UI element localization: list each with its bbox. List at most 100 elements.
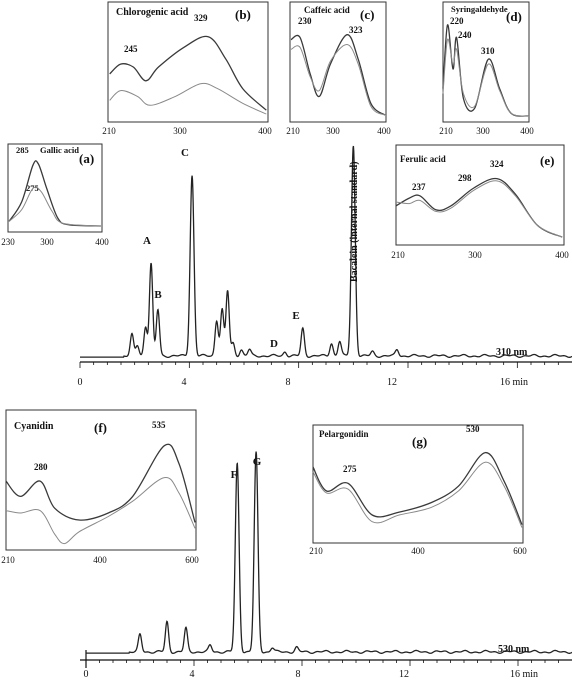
inset-d: Syringaldehyde (d) 220 240 310 210 300 4… — [439, 1, 534, 136]
inset-frame — [5, 409, 197, 551]
compound-name: Caffeic acid — [304, 5, 350, 15]
peak-value: 530 — [466, 424, 480, 434]
x-tick-label: 0 — [84, 669, 89, 680]
detector-label-530: 530 nm — [498, 644, 530, 655]
x-tick-label: 400 — [95, 237, 109, 247]
x-tick-label: 210 — [391, 250, 405, 260]
inset-e-spectrum-2 — [395, 180, 563, 238]
x-tick-label: 210 — [439, 126, 453, 136]
x-tick-label: 600 — [185, 555, 199, 565]
peak-value: 240 — [458, 30, 472, 40]
panel-label: (g) — [412, 434, 427, 449]
x-tick-label: 16 min — [500, 377, 528, 388]
x-tick-label: 600 — [513, 546, 527, 556]
x-ticks-530 — [85, 660, 559, 666]
x-tick-label: 16 min — [510, 669, 538, 680]
x-tick-label: 8 — [296, 669, 301, 680]
inset-b: Chlorogenic acid (b) 245 329 210 300 400 — [102, 1, 272, 136]
inset-c-spectrum-2 — [290, 44, 386, 116]
inset-g: Pelargonidin (g) 275 530 210 400 600 — [309, 424, 527, 556]
peak-value: 220 — [450, 16, 464, 26]
peak-value: 329 — [194, 13, 208, 23]
peak-label-F: F — [231, 469, 238, 481]
peak-value: 324 — [490, 159, 504, 169]
compound-name: Pelargonidin — [319, 429, 369, 439]
x-tick-label: 400 — [555, 250, 569, 260]
compound-name: Cyanidin — [14, 421, 54, 432]
peak-value: 310 — [481, 46, 495, 56]
inset-a: (a) Gallic acid 285 275 230 300 400 — [1, 143, 109, 247]
peak-value: 275 — [26, 183, 39, 193]
panel-label: (e) — [540, 153, 554, 168]
x-tick-label: 12 — [387, 377, 397, 388]
panel-label: (c) — [360, 7, 374, 22]
x-tick-label: 210 — [309, 546, 323, 556]
x-tick-label: 300 — [40, 237, 54, 247]
inset-f: Cyanidin (f) 280 535 210 400 600 — [1, 409, 199, 565]
x-tick-label: 400 — [411, 546, 425, 556]
trace-310 — [80, 145, 572, 359]
compound-name: Gallic acid — [40, 145, 79, 155]
inset-c: Caffeic acid (c) 230 323 210 300 400 — [286, 1, 391, 136]
inset-b-spectrum-1 — [109, 35, 267, 111]
panel-label: (d) — [506, 9, 522, 24]
compound-name: Ferulic acid — [400, 154, 446, 164]
x-tick-label: 400 — [377, 126, 391, 136]
inset-b-spectrum-2 — [109, 82, 267, 115]
internal-standard-label: Bacalein (internal standard) — [349, 161, 360, 282]
chromatogram-310: 0 4 8 12 16 min A B C D E Bacalein (inte… — [78, 145, 572, 388]
x-tick-label: 4 — [190, 669, 195, 680]
panel-label: (f) — [94, 420, 107, 435]
inset-e: Ferulic acid (e) 237 298 324 210 300 400 — [391, 144, 569, 260]
compound-name: Syringaldehyde — [451, 4, 508, 14]
inset-traces — [5, 24, 563, 545]
trace-530 — [86, 451, 572, 654]
peak-label-B: B — [154, 289, 162, 301]
inset-frame — [395, 144, 565, 246]
x-tick-label: 210 — [286, 126, 300, 136]
x-ticks-310 — [79, 362, 559, 368]
x-tick-label: 4 — [182, 377, 187, 388]
x-tick-label: 210 — [1, 555, 15, 565]
peak-value: 535 — [152, 420, 166, 430]
inset-f-spectrum-2 — [5, 477, 196, 545]
inset-f-spectrum-1 — [5, 443, 196, 523]
peak-value: 275 — [343, 464, 357, 474]
peak-label-D: D — [270, 338, 278, 350]
peak-label-E: E — [292, 310, 299, 322]
x-tick-label: 8 — [286, 377, 291, 388]
peak-value: 230 — [298, 16, 312, 26]
inset-frame — [442, 1, 530, 123]
compound-name: Chlorogenic acid — [116, 7, 189, 18]
x-tick-label: 400 — [258, 126, 272, 136]
peak-label-A: A — [143, 235, 151, 247]
x-tick-label: 300 — [476, 126, 490, 136]
inset-d-spectrum-2 — [442, 38, 529, 117]
peak-label-G: G — [253, 456, 262, 468]
x-tick-label: 400 — [520, 126, 534, 136]
x-tick-label: 12 — [399, 669, 409, 680]
peak-value: 298 — [458, 173, 472, 183]
inset-a-spectrum-2 — [8, 186, 101, 227]
inset-g-spectrum-2 — [312, 461, 523, 528]
panel-label: (b) — [235, 7, 251, 22]
inset-c-spectrum-1 — [290, 34, 386, 116]
peak-label-C: C — [181, 147, 189, 159]
x-tick-label: 300 — [468, 250, 482, 260]
x-tick-label: 230 — [1, 237, 15, 247]
peak-value: 323 — [349, 25, 363, 35]
x-tick-label: 210 — [102, 126, 116, 136]
chromatogram-530: 0 4 8 12 16 min F G 530 nm — [80, 451, 572, 680]
x-tick-label: 300 — [326, 126, 340, 136]
x-tick-label: 0 — [78, 377, 83, 388]
inset-frame — [7, 143, 103, 233]
peak-value: 280 — [34, 462, 48, 472]
inset-g-spectrum-1 — [312, 451, 523, 525]
peak-value: 285 — [16, 145, 29, 155]
x-tick-label: 300 — [173, 126, 187, 136]
peak-value: 237 — [412, 182, 426, 192]
x-tick-label: 400 — [93, 555, 107, 565]
detector-label-310: 310 nm — [496, 347, 528, 358]
panel-label: (a) — [79, 151, 94, 166]
